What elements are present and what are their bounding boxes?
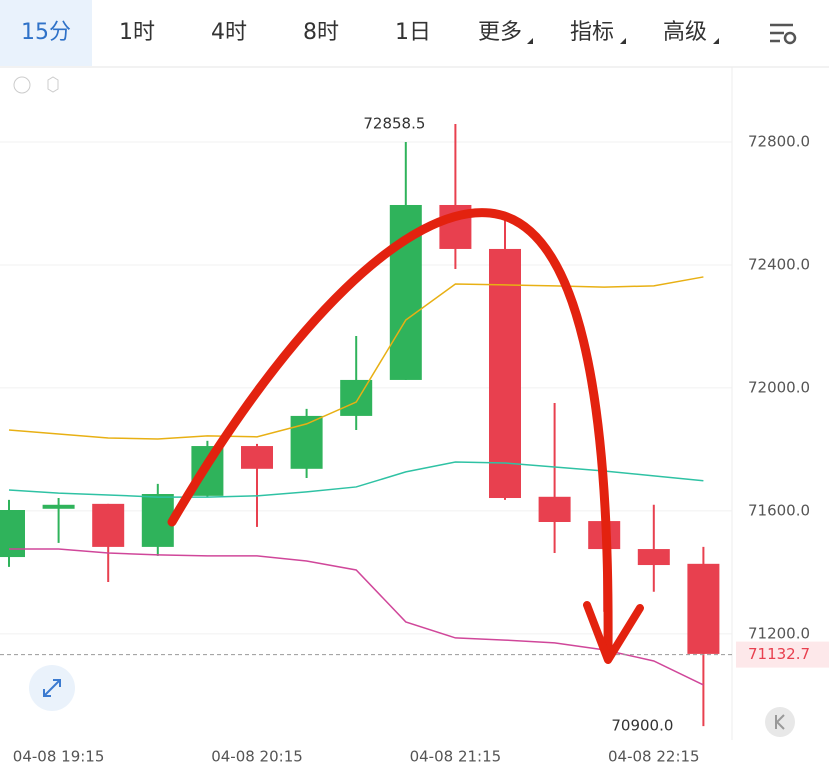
tab[interactable]: 1日 [395, 20, 431, 45]
y-tick-label: 72400.0 [748, 255, 810, 273]
x-tick-label: 04-08 20:15 [211, 748, 303, 766]
y-tick-label: 72800.0 [748, 132, 810, 150]
arrow-head [583, 601, 644, 664]
dropdown-icon [713, 38, 719, 44]
dropdown-icon [620, 38, 626, 44]
x-tick-label: 04-08 21:15 [410, 748, 502, 766]
tab-bar: 15分 1时 4时 8时 1日 更多 指标 高级 [21, 20, 707, 45]
dropdown-icon [527, 38, 533, 44]
tab[interactable]: 高级 [663, 20, 707, 45]
tab[interactable]: 更多 [478, 20, 522, 45]
current-price-label: 71132.7 [748, 645, 810, 663]
current-price-tag [736, 641, 829, 668]
candle-body [241, 446, 273, 469]
k-button[interactable] [765, 707, 795, 737]
y-tick-label: 71200.0 [748, 624, 810, 642]
y-tick-label: 72000.0 [748, 378, 810, 396]
candle-body [637, 549, 670, 566]
tab-icons [13, 23, 797, 94]
settings-icon[interactable] [770, 23, 797, 45]
x-tick-label: 04-08 22:15 [608, 748, 700, 766]
arrow-annotation [167, 208, 613, 655]
collapse-icon[interactable] [13, 76, 31, 94]
indicator-line [9, 548, 704, 686]
plot: 71200.0 71600.0 72000.0 72400.0 72800.0 04-08… [0, 114, 829, 766]
k-icon [775, 714, 785, 730]
y-tick-label: 71600.0 [748, 501, 810, 519]
tab[interactable]: 8时 [303, 20, 339, 45]
settings-small-icon[interactable] [47, 76, 59, 93]
x-tick-label: 04-08 19:15 [13, 748, 105, 766]
candle-body [290, 415, 323, 469]
tab[interactable]: 4时 [211, 20, 247, 45]
candle-body [0, 510, 25, 558]
high-label: 72858.5 [363, 114, 425, 132]
tab[interactable]: 1时 [119, 20, 155, 45]
candle-body [92, 503, 125, 547]
expand-icon [43, 679, 61, 697]
candle-body [42, 504, 75, 509]
low-label: 70900.0 [611, 717, 673, 735]
active-tab-bg [0, 0, 92, 66]
candle-body [340, 379, 373, 416]
tab[interactable]: 15分 [21, 20, 71, 45]
candle-body [489, 248, 521, 499]
candle-body [538, 496, 571, 522]
indicator-line [8, 461, 704, 498]
candle-body [687, 563, 720, 654]
indicator-line [8, 276, 704, 440]
tab[interactable]: 指标 [570, 20, 614, 45]
